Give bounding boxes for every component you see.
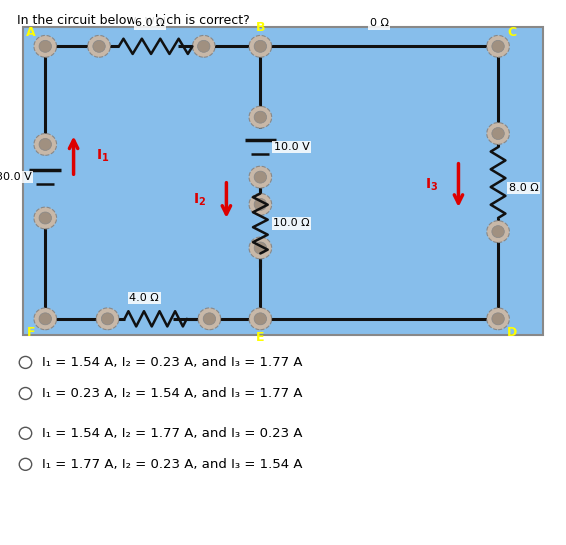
Circle shape xyxy=(249,237,272,259)
Circle shape xyxy=(39,212,52,224)
Circle shape xyxy=(19,356,32,368)
Circle shape xyxy=(198,40,210,52)
Circle shape xyxy=(249,308,272,330)
Text: A: A xyxy=(26,26,36,39)
Text: 30.0 V: 30.0 V xyxy=(0,172,32,182)
Circle shape xyxy=(254,171,267,183)
Text: 6.0 Ω: 6.0 Ω xyxy=(135,19,165,28)
Text: I₁ = 1.54 A, I₂ = 1.77 A, and I₃ = 0.23 A: I₁ = 1.54 A, I₂ = 1.77 A, and I₃ = 0.23 … xyxy=(42,427,303,440)
Text: F: F xyxy=(27,326,36,339)
Text: 10.0 V: 10.0 V xyxy=(273,142,310,152)
Circle shape xyxy=(254,40,267,52)
Circle shape xyxy=(249,106,272,128)
Text: C: C xyxy=(508,26,517,39)
Circle shape xyxy=(254,198,267,210)
Text: $\mathbf{I_2}$: $\mathbf{I_2}$ xyxy=(194,192,207,209)
Circle shape xyxy=(101,313,114,325)
Circle shape xyxy=(19,387,32,399)
Circle shape xyxy=(34,207,57,229)
Circle shape xyxy=(39,138,52,150)
Circle shape xyxy=(249,193,272,215)
Text: In the circuit below, which is correct?: In the circuit below, which is correct? xyxy=(17,14,250,27)
Text: E: E xyxy=(256,331,265,344)
Text: 0 Ω: 0 Ω xyxy=(370,19,389,28)
Text: $\mathbf{I_1}$: $\mathbf{I_1}$ xyxy=(96,147,110,164)
Circle shape xyxy=(487,221,509,243)
Circle shape xyxy=(93,40,105,52)
Circle shape xyxy=(34,35,57,57)
Circle shape xyxy=(254,111,267,123)
Circle shape xyxy=(19,427,32,439)
Circle shape xyxy=(487,123,509,144)
Circle shape xyxy=(34,134,57,155)
Text: B: B xyxy=(256,21,265,34)
Circle shape xyxy=(34,308,57,330)
Text: I₁ = 0.23 A, I₂ = 1.54 A, and I₃ = 1.77 A: I₁ = 0.23 A, I₂ = 1.54 A, and I₃ = 1.77 … xyxy=(42,387,303,400)
Circle shape xyxy=(19,458,32,470)
Text: 8.0 Ω: 8.0 Ω xyxy=(509,183,538,193)
Circle shape xyxy=(487,308,509,330)
Bar xyxy=(23,27,543,335)
Circle shape xyxy=(88,35,110,57)
Circle shape xyxy=(39,313,52,325)
Text: 10.0 Ω: 10.0 Ω xyxy=(273,219,310,228)
Circle shape xyxy=(198,308,221,330)
Text: I₁ = 1.54 A, I₂ = 0.23 A, and I₃ = 1.77 A: I₁ = 1.54 A, I₂ = 0.23 A, and I₃ = 1.77 … xyxy=(42,356,303,369)
Circle shape xyxy=(39,40,52,52)
Circle shape xyxy=(492,226,504,238)
Text: I₁ = 1.77 A, I₂ = 0.23 A, and I₃ = 1.54 A: I₁ = 1.77 A, I₂ = 0.23 A, and I₃ = 1.54 … xyxy=(42,458,303,471)
Circle shape xyxy=(192,35,215,57)
Circle shape xyxy=(249,166,272,188)
Text: $\mathbf{I_3}$: $\mathbf{I_3}$ xyxy=(425,177,439,193)
Text: 4.0 Ω: 4.0 Ω xyxy=(130,293,159,303)
Circle shape xyxy=(254,313,267,325)
Circle shape xyxy=(492,40,504,52)
Circle shape xyxy=(492,313,504,325)
Circle shape xyxy=(254,242,267,254)
Text: D: D xyxy=(507,326,517,339)
Circle shape xyxy=(487,35,509,57)
Circle shape xyxy=(96,308,119,330)
Circle shape xyxy=(492,128,504,140)
Circle shape xyxy=(249,35,272,57)
Circle shape xyxy=(203,313,216,325)
